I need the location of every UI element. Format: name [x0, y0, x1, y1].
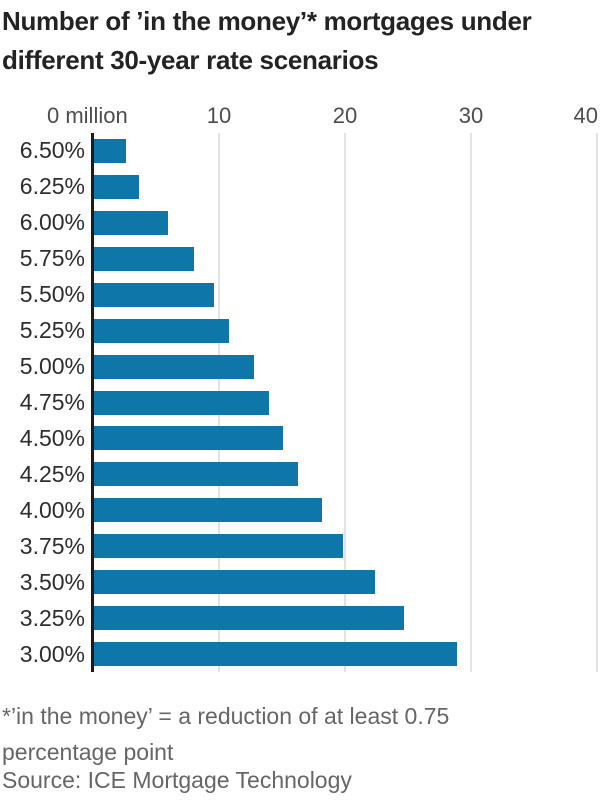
- chart-title: Number of ’in the money’* mortgages unde…: [2, 2, 532, 80]
- value-bar: [94, 318, 229, 343]
- value-bar: [94, 426, 283, 451]
- bar-row-3.75%: 3.75%: [0, 528, 600, 564]
- x-tick-label-20: 20: [332, 103, 358, 128]
- bar-row-5.00%: 5.00%: [0, 349, 600, 385]
- chart-title-line-1: Number of ’in the money’* mortgages unde…: [2, 6, 532, 36]
- bar-row-3.00%: 3.00%: [0, 636, 600, 672]
- value-bar: [94, 498, 323, 523]
- value-bar: [94, 246, 194, 271]
- bar-row-5.50%: 5.50%: [0, 277, 600, 313]
- zero-axis-line: [91, 133, 94, 672]
- rate-label: 5.00%: [19, 353, 85, 380]
- rate-label: 4.00%: [19, 496, 85, 523]
- rate-label: 4.75%: [19, 388, 85, 415]
- value-bar: [94, 174, 140, 199]
- value-bar: [94, 570, 375, 595]
- chart-title-line-2: different 30-year rate scenarios: [2, 45, 379, 75]
- bar-row-4.75%: 4.75%: [0, 385, 600, 421]
- rate-label: 5.25%: [19, 317, 85, 344]
- footnote-line-1: *’in the money’ = a reduction of at leas…: [2, 703, 450, 729]
- value-bar: [94, 534, 344, 559]
- bar-row-4.25%: 4.25%: [0, 456, 600, 492]
- gridline-40: [596, 133, 598, 672]
- rate-label: 4.50%: [19, 424, 85, 451]
- x-tick-label-30: 30: [458, 103, 484, 128]
- rate-label: 3.00%: [19, 640, 85, 667]
- rate-label: 6.25%: [19, 173, 85, 200]
- rate-label: 4.25%: [19, 460, 85, 487]
- bar-row-3.25%: 3.25%: [0, 600, 600, 636]
- value-bar: [94, 390, 270, 415]
- bar-row-4.00%: 4.00%: [0, 492, 600, 528]
- value-bar: [94, 282, 214, 307]
- value-bar: [94, 354, 255, 379]
- value-bar: [94, 606, 404, 631]
- rate-label: 5.50%: [19, 281, 85, 308]
- value-bar: [94, 139, 126, 163]
- gridline-30: [470, 133, 472, 672]
- rate-label: 6.00%: [19, 209, 85, 236]
- bar-row-6.00%: 6.00%: [0, 205, 600, 241]
- value-bar: [94, 462, 299, 487]
- x-tick-label-40: 40: [573, 103, 598, 128]
- rate-label: 5.75%: [19, 245, 85, 272]
- rate-label: 6.50%: [19, 137, 85, 164]
- bar-row-5.25%: 5.25%: [0, 313, 600, 349]
- bar-row-6.25%: 6.25%: [0, 169, 600, 205]
- bar-row-3.50%: 3.50%: [0, 564, 600, 600]
- x-tick-label-0: 0 million: [47, 103, 128, 128]
- rate-label: 3.75%: [19, 532, 85, 559]
- x-tick-label-10: 10: [206, 103, 232, 128]
- value-bar: [94, 642, 457, 667]
- value-bar: [94, 210, 169, 235]
- footnote-line-2: percentage point: [2, 739, 174, 765]
- bar-row-6.50%: 6.50%: [0, 133, 600, 169]
- bar-row-5.75%: 5.75%: [0, 241, 600, 277]
- bar-row-4.50%: 4.50%: [0, 420, 600, 456]
- rate-label: 3.50%: [19, 568, 85, 595]
- gridline-20: [344, 133, 346, 672]
- footnote: *’in the money’ = a reduction of at leas…: [2, 698, 449, 770]
- rate-label: 3.25%: [19, 604, 85, 631]
- source-credit: Source: ICE Mortgage Technology: [2, 767, 352, 793]
- plot-area: 6.50% 6.25% 6.00% 5.75% 5.50% 5.25% 5.00% 4.75%…: [0, 133, 600, 672]
- x-axis-tick-labels: 0 million 10 20 30 40: [0, 103, 600, 131]
